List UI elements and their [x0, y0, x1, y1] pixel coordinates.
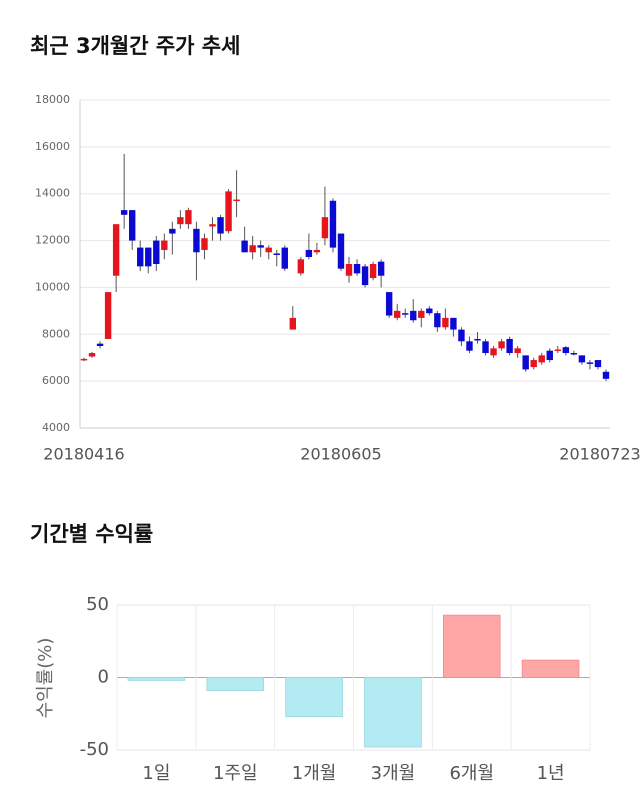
y-tick-label: 8000: [42, 327, 70, 340]
candle-body: [458, 329, 465, 342]
candle-body: [538, 355, 545, 363]
bar: [285, 677, 343, 718]
candle-body: [185, 210, 192, 225]
candle-body: [88, 353, 96, 357]
candle-body: [137, 247, 144, 267]
candle-body: [546, 350, 553, 361]
candle-body: [177, 217, 184, 225]
bar: [521, 659, 580, 678]
candle-body: [112, 224, 120, 276]
candle-body: [474, 338, 481, 341]
x-tick-label: 6개월: [449, 763, 494, 784]
candle-body: [434, 313, 441, 328]
candle-body: [554, 349, 562, 352]
candle-body: [578, 355, 586, 363]
candle-body: [153, 240, 160, 264]
candle-body: [273, 253, 280, 255]
candle-body: [145, 247, 152, 267]
candle-body: [120, 210, 128, 215]
candle-body: [418, 310, 425, 318]
y-tick-label: 4000: [42, 421, 70, 434]
chart-title: 기간별 수익률: [30, 522, 153, 546]
candle-body: [104, 292, 112, 339]
candle-body: [522, 355, 529, 370]
y-tick-label: 16000: [35, 140, 70, 153]
candle-body: [377, 261, 385, 276]
candle-body: [305, 249, 313, 257]
candle-body: [570, 353, 578, 355]
candle-body: [402, 313, 409, 315]
bar: [127, 677, 186, 681]
chart-title: 최근 3개월간 주가 추세: [30, 34, 240, 58]
candle-body: [128, 210, 136, 241]
x-tick-label: 3개월: [371, 763, 416, 784]
bar: [364, 677, 422, 748]
candle-body: [442, 317, 449, 328]
candle-body: [225, 191, 232, 232]
candle-body: [602, 371, 610, 379]
candle-body: [96, 343, 104, 346]
candle-body: [490, 348, 497, 356]
candle-body: [353, 264, 361, 274]
candle-body: [257, 245, 264, 248]
candle-body: [321, 217, 329, 239]
candle-body: [249, 245, 256, 253]
y-tick-label: -50: [80, 739, 109, 760]
candle-body: [410, 310, 417, 321]
candle-body: [193, 228, 200, 253]
x-tick-label: 1개월: [292, 763, 337, 784]
candle-body: [345, 264, 353, 276]
candle-body: [337, 233, 345, 269]
candle-body: [466, 341, 473, 351]
candle-body: [393, 310, 401, 318]
bar: [206, 677, 265, 691]
candle-body: [161, 240, 168, 250]
candle-body: [514, 348, 521, 354]
y-tick-label: 50: [86, 594, 109, 615]
candle-body: [217, 217, 224, 234]
y-tick-label: 10000: [35, 280, 70, 293]
candle-body: [281, 247, 288, 269]
candle-body: [530, 360, 537, 368]
candle-body: [562, 347, 570, 354]
candle-body: [594, 360, 602, 368]
candle-body: [361, 266, 369, 286]
candle-body: [209, 224, 216, 227]
y-axis-label: 수익률(%): [35, 638, 56, 719]
candle-body: [201, 238, 208, 250]
candle-body: [241, 240, 248, 253]
y-tick-label: 14000: [35, 187, 70, 200]
x-tick-label: 1년: [537, 763, 565, 784]
candle-body: [506, 338, 513, 354]
candle-body: [329, 200, 337, 248]
x-tick-label: 20180416: [43, 445, 124, 464]
x-tick-label: 1주일: [213, 763, 258, 784]
candle-body: [385, 292, 393, 316]
x-tick-label: 1일: [142, 763, 170, 784]
candle-body: [169, 228, 176, 234]
candle-body: [233, 199, 240, 202]
candle-body: [426, 308, 433, 314]
y-tick-label: 12000: [35, 234, 70, 247]
candle-body: [80, 358, 88, 361]
x-tick-label: 20180723: [559, 445, 640, 464]
y-tick-label: 6000: [42, 374, 70, 387]
y-tick-label: 0: [98, 667, 109, 688]
candle-body: [297, 259, 305, 274]
candle-body: [482, 341, 489, 354]
candle-body: [450, 317, 457, 330]
candle-body: [265, 247, 272, 253]
candle-body: [313, 249, 321, 253]
candle-body: [498, 341, 505, 349]
y-tick-label: 18000: [35, 93, 70, 106]
candle-body: [369, 264, 377, 279]
candle-body: [586, 362, 594, 364]
bar: [442, 614, 501, 678]
candle-body: [289, 317, 297, 330]
x-tick-label: 20180605: [300, 445, 381, 464]
